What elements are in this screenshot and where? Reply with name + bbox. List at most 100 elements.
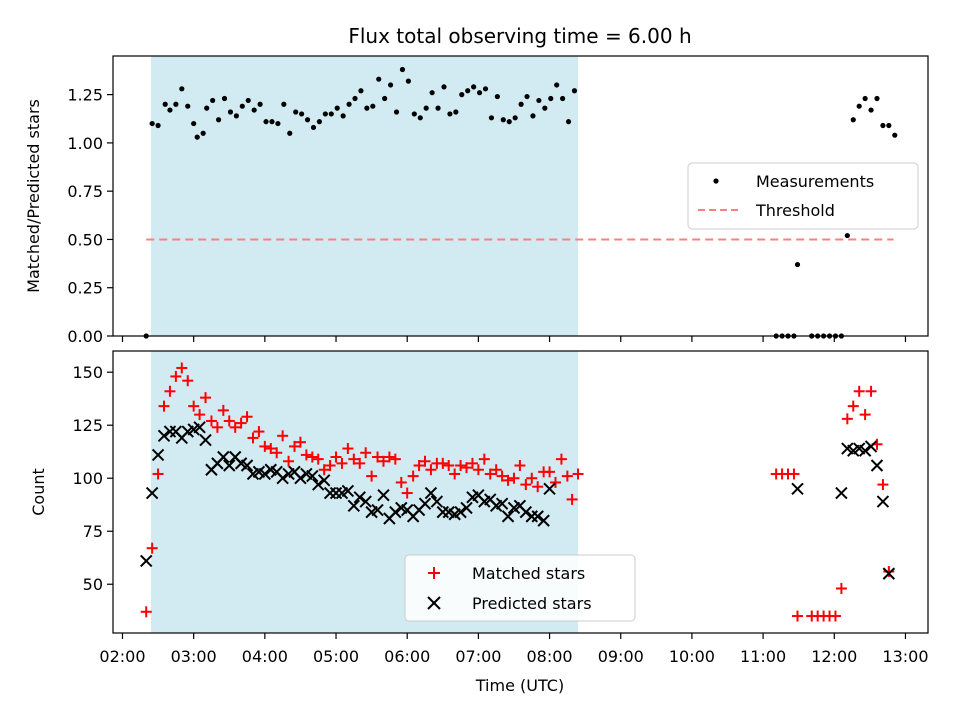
measurement-point — [512, 115, 518, 121]
measurement-point — [221, 95, 228, 102]
x-tick-label: 08:00 — [527, 647, 573, 666]
x-tick-label: 03:00 — [171, 647, 217, 666]
measurement-point — [518, 101, 524, 107]
legend-threshold-label: Threshold — [755, 201, 835, 220]
matched-star-point — [259, 440, 271, 452]
measurement-point — [316, 119, 323, 125]
matched-star-point — [508, 472, 520, 484]
measurement-point — [524, 93, 530, 100]
measurement-point — [542, 105, 548, 111]
matched-star-point — [490, 464, 502, 476]
predicted-star-point — [223, 459, 236, 472]
bottom-x-ticks: 02:00 03:00 04:00 05:00 06:00 07:00 08:00 09:00… — [99, 633, 929, 666]
measurement-point — [850, 117, 856, 123]
measurement-point — [465, 88, 471, 94]
measurement-point — [352, 95, 358, 102]
predicted-star-point — [193, 421, 206, 434]
bottom-axes-frame — [112, 350, 929, 634]
y-tick-label: 125 — [72, 416, 103, 435]
measurement-point — [399, 66, 406, 73]
measurement-point — [874, 95, 880, 102]
matched-star-point — [566, 493, 578, 505]
legend-measurements-marker — [713, 178, 719, 184]
measurement-point — [482, 86, 489, 92]
predicted-star-point — [359, 495, 372, 508]
x-tick-label: 07:00 — [455, 647, 501, 666]
matched-star-point — [859, 409, 871, 421]
measurement-point — [471, 84, 477, 90]
measurement-point — [880, 122, 886, 129]
matched-star-point — [205, 415, 217, 427]
matched-star-point — [318, 464, 330, 476]
matched-star-point — [835, 582, 847, 594]
matched-star-point — [170, 370, 182, 382]
matched-star-point — [146, 542, 158, 554]
y-tick-label: 0.25 — [67, 279, 103, 298]
top-y-ticks: 0.00 0.25 0.50 0.75 1.00 1.25 — [67, 86, 113, 346]
predicted-star-point — [306, 469, 319, 483]
matched-star-point — [561, 470, 573, 482]
top-x-ticks — [121, 336, 907, 342]
measurement-point — [494, 93, 500, 100]
matched-star-point — [792, 610, 804, 622]
measurement-point — [453, 109, 459, 115]
measurement-point — [233, 113, 239, 119]
matched-star-point — [211, 421, 223, 433]
top-axes-frame — [112, 55, 929, 337]
measurement-point — [204, 105, 210, 111]
measurement-point — [358, 88, 364, 94]
measurement-point — [155, 122, 161, 129]
predicted-star-point — [377, 488, 390, 502]
matched-star-point — [383, 451, 395, 463]
predicted-star-point — [151, 448, 165, 462]
matched-star-point — [283, 455, 295, 467]
measurement-point — [245, 97, 251, 104]
predicted-star-point — [876, 495, 890, 508]
predicted-star-point — [537, 514, 550, 527]
measurement-point — [868, 107, 874, 113]
y-tick-label: 100 — [72, 469, 103, 488]
measurement-point — [488, 115, 495, 121]
measurement-point — [892, 132, 898, 138]
measurement-point — [554, 82, 560, 88]
matched-star-point — [312, 453, 324, 465]
y-tick-label: 0.00 — [67, 327, 103, 346]
top-observing-span — [150, 56, 579, 336]
measurement-point — [364, 105, 370, 111]
matched-star-point — [883, 566, 895, 578]
y-tick-label: 75 — [83, 522, 103, 541]
x-tick-label: 09:00 — [598, 647, 644, 666]
x-tick-label: 02:00 — [99, 647, 145, 666]
predicted-star-point — [835, 486, 848, 500]
measurement-point — [886, 122, 892, 129]
matched-star-point — [300, 449, 312, 461]
measurement-point — [299, 111, 305, 117]
measurement-point — [476, 90, 483, 96]
measurement-point — [194, 134, 200, 140]
predicted-star-point — [418, 497, 432, 510]
legend-measurements-label: Measurements — [756, 172, 874, 191]
matched-star-point — [496, 470, 508, 482]
top-marks — [143, 66, 898, 339]
matched-star-point — [443, 459, 455, 471]
measurement-point — [340, 113, 346, 119]
matched-star-point — [478, 453, 490, 465]
x-tick-label: 12:00 — [811, 647, 857, 666]
top-panel: 0.00 0.25 0.50 0.75 1.00 1.25 Flux total obse… — [24, 24, 929, 346]
matched-star-point — [324, 459, 336, 471]
x-tick-label: 13:00 — [882, 647, 928, 666]
matched-star-point — [265, 443, 277, 455]
measurement-point — [530, 113, 536, 119]
measurement-point — [215, 117, 222, 123]
matched-star-point — [289, 440, 301, 452]
matched-star-point — [425, 464, 437, 476]
matched-star-point — [520, 479, 532, 491]
chart-title: Flux total observing time = 6.00 h — [348, 24, 691, 48]
predicted-star-point — [501, 510, 515, 523]
measurement-point — [304, 117, 311, 123]
matched-star-point — [401, 487, 413, 499]
measurement-point — [382, 95, 388, 102]
matched-star-point — [158, 400, 170, 412]
matched-star-point — [788, 468, 800, 480]
